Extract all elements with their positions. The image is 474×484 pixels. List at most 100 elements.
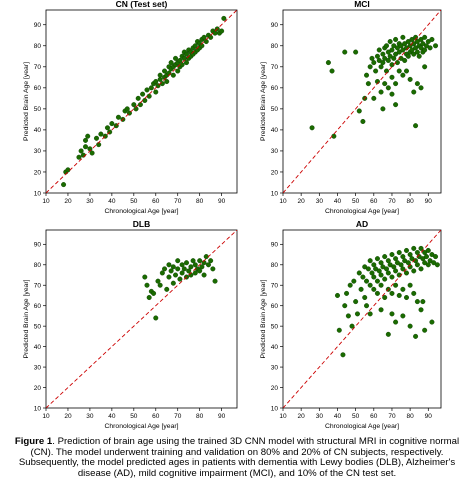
- data-point: [186, 268, 192, 274]
- data-point: [405, 260, 411, 266]
- panel-title: DLB: [133, 219, 150, 229]
- data-point: [420, 299, 426, 305]
- data-point: [109, 121, 115, 127]
- data-point: [76, 154, 82, 160]
- y-tick-label: 80: [271, 262, 279, 269]
- data-point: [367, 64, 373, 70]
- data-point: [153, 89, 159, 95]
- y-tick-label: 70: [34, 64, 42, 71]
- x-tick-label: 90: [425, 413, 433, 420]
- data-point: [385, 258, 391, 264]
- panel-cn-test-set: CN (Test set) 10 20 30 40 50 60 70 80 90 10 20 30 40 5…: [23, 0, 238, 215]
- data-point: [396, 292, 402, 298]
- y-tick-label: 60: [34, 85, 42, 92]
- data-point: [382, 295, 388, 301]
- data-point: [407, 323, 413, 329]
- panel-dlb: DLB 10 20 30 40 50 60 70 80 90 10 20 30 40 50 60 70 80 90 C…: [23, 219, 238, 430]
- data-point: [422, 47, 428, 53]
- data-point: [173, 272, 179, 278]
- data-point: [400, 254, 406, 260]
- data-point: [376, 47, 382, 53]
- plot-marks: [46, 10, 237, 193]
- data-point: [170, 264, 176, 270]
- x-axis-label: Chronological Age [year]: [104, 208, 178, 215]
- data-point: [371, 95, 377, 101]
- data-point: [83, 137, 89, 143]
- data-point: [411, 245, 417, 251]
- data-point: [405, 53, 411, 59]
- x-tick-label: 10: [279, 198, 287, 205]
- data-point: [429, 319, 435, 325]
- data-point: [166, 262, 172, 268]
- x-tick-label: 20: [298, 198, 306, 205]
- data-point: [380, 51, 386, 57]
- data-point: [378, 282, 384, 288]
- data-point: [221, 15, 227, 21]
- data-point: [144, 87, 150, 93]
- data-point: [192, 270, 198, 276]
- data-point: [93, 135, 99, 141]
- data-point: [422, 64, 428, 70]
- data-point: [144, 282, 150, 288]
- identity-line: [46, 10, 237, 193]
- x-tick-label: 60: [370, 198, 378, 205]
- data-point: [418, 266, 424, 272]
- data-point: [179, 262, 185, 268]
- data-point: [391, 264, 397, 270]
- data-point: [170, 72, 176, 78]
- y-tick-label: 90: [34, 22, 42, 29]
- data-point: [199, 264, 205, 270]
- data-point: [85, 133, 91, 139]
- panel-mci: MCI 10 20 30 40 50 60 70 80 90 10 20 30 40 50 60 70 80 90 C…: [260, 0, 442, 215]
- data-point: [219, 28, 225, 34]
- data-point: [400, 286, 406, 292]
- x-tick-label: 40: [108, 198, 116, 205]
- data-point: [411, 89, 417, 95]
- data-point: [371, 60, 377, 66]
- data-point: [433, 43, 439, 49]
- data-point: [360, 274, 366, 280]
- data-point: [344, 290, 350, 296]
- data-point: [403, 68, 409, 74]
- data-point: [309, 125, 315, 131]
- data-point: [380, 60, 386, 66]
- data-point: [78, 148, 84, 154]
- data-point: [378, 64, 384, 70]
- data-point: [353, 49, 359, 55]
- x-tick-label: 70: [174, 198, 182, 205]
- data-point: [425, 262, 431, 268]
- data-point: [374, 256, 380, 262]
- data-point: [131, 102, 137, 108]
- data-point: [354, 311, 360, 317]
- y-tick-label: 50: [271, 106, 279, 113]
- data-point: [98, 131, 104, 137]
- data-point: [342, 303, 348, 309]
- y-tick-label: 40: [34, 127, 42, 134]
- data-point: [148, 85, 154, 91]
- x-tick-label: 20: [298, 413, 306, 420]
- data-point: [369, 55, 375, 61]
- data-point: [175, 258, 181, 264]
- data-point: [389, 252, 395, 258]
- plot-marks: [283, 10, 441, 193]
- data-point: [190, 258, 196, 264]
- x-tick-label: 40: [108, 413, 116, 420]
- x-tick-label: 80: [196, 413, 204, 420]
- panels-group: CN (Test set) 10 20 30 40 50 60 70 80 90 10 20 30 40 5…: [23, 0, 442, 430]
- data-point: [374, 53, 380, 59]
- x-tick-label: 30: [316, 198, 324, 205]
- y-axis-label: Predicted Brain Age [year]: [260, 62, 267, 141]
- data-point: [184, 260, 190, 266]
- y-tick-label: 70: [271, 283, 279, 290]
- data-point: [385, 57, 391, 63]
- y-tick-label: 70: [34, 283, 42, 290]
- data-point: [418, 245, 424, 251]
- y-tick-label: 30: [271, 364, 279, 371]
- data-point: [425, 247, 431, 253]
- data-point: [181, 266, 187, 272]
- data-point: [325, 60, 331, 66]
- y-tick-label: 90: [271, 242, 279, 249]
- data-point: [385, 331, 391, 337]
- data-point: [378, 260, 384, 266]
- y-tick-label: 90: [34, 242, 42, 249]
